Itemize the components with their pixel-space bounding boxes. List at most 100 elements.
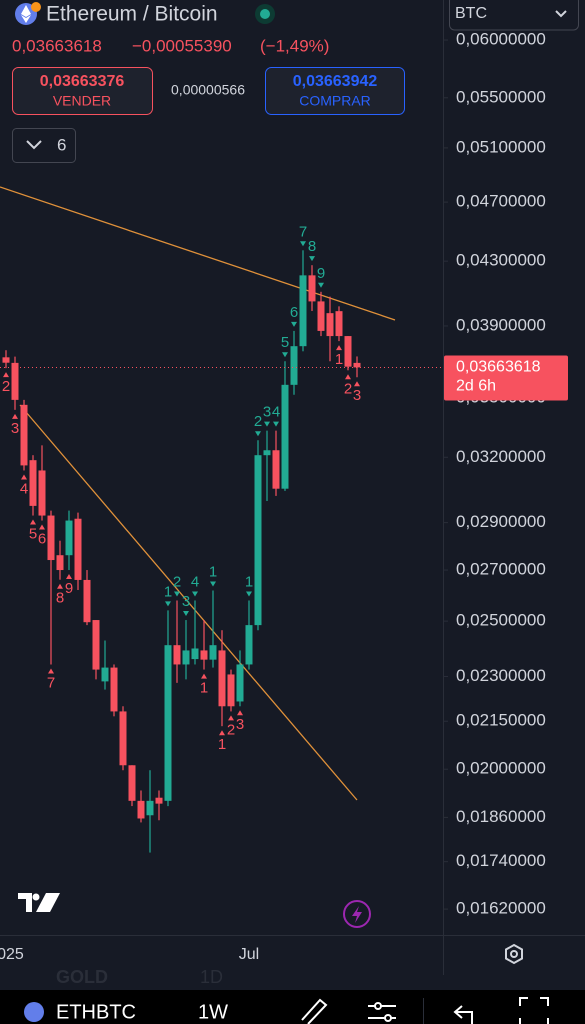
undo-button[interactable] (453, 1005, 473, 1024)
setup-arrow (48, 668, 54, 674)
setup-arrow (354, 381, 360, 387)
setup-count: 3 (182, 593, 190, 610)
setup-arrow (318, 282, 324, 288)
setup-arrow (183, 611, 189, 617)
setup-count: 8 (308, 238, 316, 255)
setup-count: 4 (20, 480, 28, 497)
candle-body (74, 518, 82, 580)
candle-body (344, 336, 352, 367)
candle-body (272, 450, 280, 489)
spread: 0,00000566 (171, 82, 245, 98)
setup-arrow (39, 524, 45, 530)
y-tick-label: 0,02500000 (456, 611, 546, 630)
sell-button[interactable] (12, 67, 153, 115)
candle-body (38, 470, 46, 516)
candle-body (2, 357, 10, 363)
setup-arrow (282, 352, 288, 358)
toolbar-interval[interactable]: 1W (198, 1001, 228, 1023)
setup-count: 8 (56, 590, 64, 607)
setup-arrow (291, 321, 297, 327)
tradingview-logo (18, 893, 60, 912)
setup-arrow (255, 431, 261, 437)
trend-line (19, 404, 358, 801)
previous-interval: 1D (200, 967, 223, 987)
setup-count: 1 (209, 563, 217, 580)
settings-button[interactable] (505, 943, 523, 965)
sell-price: 0,03663376 (40, 73, 125, 90)
setup-count: 6 (38, 531, 46, 548)
candle-body (101, 667, 109, 682)
fullscreen-button[interactable] (519, 997, 549, 1024)
x-tick-label: Jul (239, 946, 259, 963)
candle-body (173, 645, 181, 665)
y-tick-label: 0,03900000 (456, 315, 546, 334)
candle-body (263, 450, 271, 456)
candle-body (254, 455, 262, 626)
candle-body (119, 711, 127, 766)
setup-arrow (345, 374, 351, 380)
y-tick-label: 0,03200000 (456, 447, 546, 466)
last-price-label: 0,03663618 (456, 359, 541, 376)
currency: BTC (455, 5, 487, 22)
setup-arrow (219, 730, 225, 736)
setup-arrow (192, 591, 198, 597)
setup-count: 3 (263, 404, 271, 421)
setup-arrow (3, 372, 9, 378)
setup-arrow (57, 583, 63, 589)
indicators-toggle[interactable] (12, 128, 76, 163)
setup-arrow (309, 256, 315, 262)
sell-label: VENDER (53, 93, 111, 109)
setup-arrow (30, 519, 36, 525)
setup-count: 1 (245, 573, 253, 590)
flash-button[interactable] (343, 900, 371, 928)
setup-arrow (174, 591, 180, 597)
candle-body (65, 520, 73, 556)
y-tick-label: 0,05500000 (456, 87, 546, 106)
setup-arrow (237, 710, 243, 716)
candle-body (326, 313, 334, 337)
indicators-tool[interactable] (368, 1002, 396, 1022)
y-tick-label: 0,02150000 (456, 711, 546, 730)
previous-symbol: GOLD (56, 967, 108, 987)
candle-body (29, 460, 37, 506)
setup-count: 2 (173, 573, 181, 590)
setup-arrow (264, 421, 270, 427)
candle-body (137, 800, 145, 819)
candle-body (245, 625, 253, 665)
setup-count: 2 (344, 380, 352, 397)
setup-count: 5 (281, 334, 289, 351)
candle-body (128, 765, 136, 801)
setup-arrow (12, 413, 18, 419)
setup-count: 4 (272, 404, 280, 421)
toolbar-symbol[interactable]: ETHBTC (56, 1001, 136, 1023)
price-change-pct: (−1,49%) (260, 36, 329, 55)
setup-arrow (336, 345, 342, 351)
candle-body (236, 664, 244, 702)
currency-selector[interactable] (449, 0, 579, 31)
y-tick-label: 0,01860000 (456, 807, 546, 826)
draw-tool[interactable] (301, 998, 328, 1024)
buy-button[interactable] (265, 67, 405, 115)
y-tick-label: 0,04700000 (456, 192, 546, 211)
setup-arrow (210, 581, 216, 587)
candle-body (299, 275, 307, 347)
candle-body (164, 645, 172, 801)
setup-count: 2 (254, 413, 262, 430)
candle-body (11, 362, 19, 400)
y-tick-label: 0,02900000 (456, 512, 546, 531)
candle-body (47, 515, 55, 561)
setup-count: 9 (317, 265, 325, 282)
setup-arrow (66, 574, 72, 580)
setup-count: 1 (218, 736, 226, 753)
candle-body (209, 645, 217, 660)
candle-body (146, 800, 154, 816)
price-change: −0,00055390 (132, 36, 232, 55)
eth-icon (24, 1002, 44, 1022)
market-status-dot (260, 9, 270, 19)
buy-label: COMPRAR (299, 93, 371, 109)
y-tick-label: 0,01740000 (456, 851, 546, 870)
